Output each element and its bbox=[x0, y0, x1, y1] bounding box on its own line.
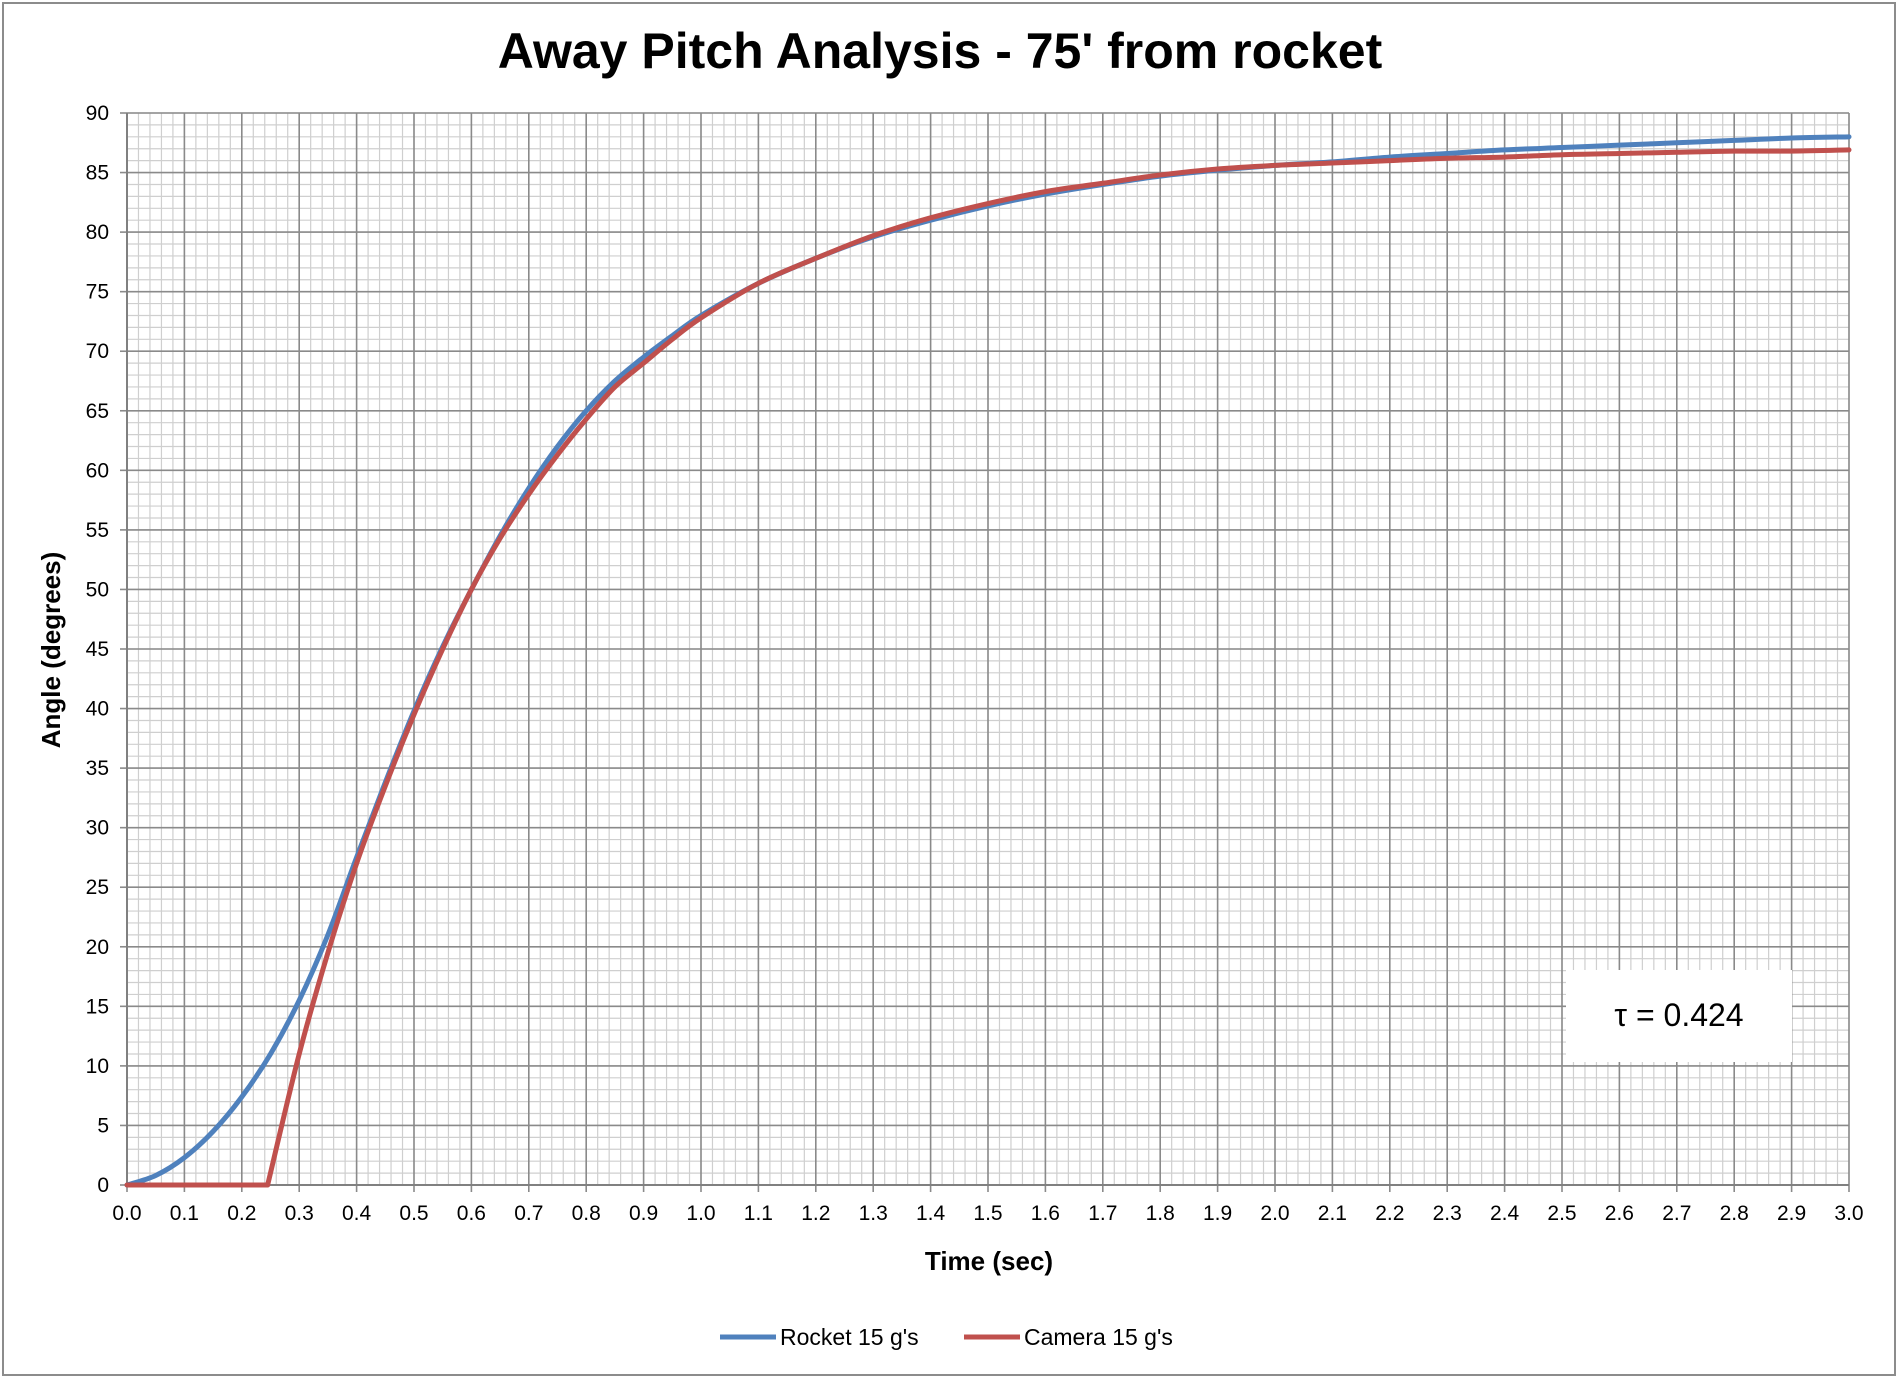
y-tick-label: 85 bbox=[86, 162, 109, 185]
y-tick-label: 10 bbox=[86, 1055, 109, 1078]
annotation-text: τ = 0.424 bbox=[1614, 997, 1743, 1033]
y-tick-label: 75 bbox=[86, 281, 109, 304]
y-tick-label: 25 bbox=[86, 876, 109, 899]
y-tick-label: 20 bbox=[86, 936, 109, 959]
x-tick-label: 2.6 bbox=[1605, 1202, 1634, 1225]
legend-item-rocket: Rocket 15 g's bbox=[720, 1324, 919, 1350]
x-tick-label: 0.5 bbox=[399, 1202, 428, 1225]
y-tick-label: 30 bbox=[86, 817, 109, 840]
x-tick-label: 2.8 bbox=[1720, 1202, 1749, 1225]
x-tick-label: 0.7 bbox=[514, 1202, 543, 1225]
y-tick-label: 45 bbox=[86, 638, 109, 661]
y-tick-label: 70 bbox=[86, 340, 109, 363]
y-tick-label: 5 bbox=[97, 1114, 109, 1137]
legend-label-rocket: Rocket 15 g's bbox=[780, 1324, 919, 1350]
axes bbox=[126, 113, 1849, 1186]
x-tick-label: 2.9 bbox=[1777, 1202, 1806, 1225]
legend-label-camera: Camera 15 g's bbox=[1024, 1324, 1173, 1350]
x-tick-label: 1.8 bbox=[1146, 1202, 1175, 1225]
x-tick-label: 0.1 bbox=[170, 1202, 199, 1225]
y-tick-label: 55 bbox=[86, 519, 109, 542]
x-tick-labels: 0.0 0.1 0.2 0.3 0.4 0.5 0.6 0.7 0.8 0.9 1.0 1.1 1.2 1… bbox=[112, 1202, 1863, 1225]
x-tick-label: 2.5 bbox=[1547, 1202, 1576, 1225]
x-tick-label: 0.9 bbox=[629, 1202, 658, 1225]
x-tick-label: 1.7 bbox=[1088, 1202, 1117, 1225]
x-tick-label: 0.4 bbox=[342, 1202, 372, 1225]
tau-annotation: τ = 0.424 bbox=[1566, 970, 1792, 1062]
y-tick-labels: 0 5 10 15 20 25 30 35 40 45 50 55 60 65 70 75 80 85 90 bbox=[86, 102, 109, 1197]
x-tick-label: 0.8 bbox=[572, 1202, 601, 1225]
y-tick-label: 65 bbox=[86, 400, 109, 423]
y-tick-label: 0 bbox=[97, 1174, 109, 1197]
series-lines bbox=[124, 134, 1852, 1188]
x-tick-label: 1.4 bbox=[916, 1202, 946, 1225]
annotation-box bbox=[1566, 970, 1792, 1062]
x-tick-label: 1.1 bbox=[744, 1202, 773, 1225]
x-tick-label: 2.0 bbox=[1260, 1202, 1289, 1225]
x-tick-label: 0.3 bbox=[285, 1202, 314, 1225]
x-tick-label: 2.2 bbox=[1375, 1202, 1404, 1225]
x-axis-title: Time (sec) bbox=[925, 1246, 1053, 1276]
x-tick-label: 2.7 bbox=[1662, 1202, 1691, 1225]
legend: Rocket 15 g's Camera 15 g's bbox=[720, 1324, 1173, 1350]
y-tick-label: 50 bbox=[86, 578, 109, 601]
camera-series-line bbox=[124, 147, 1852, 1188]
chart-title: Away Pitch Analysis - 75' from rocket bbox=[498, 23, 1383, 79]
y-tick-label: 35 bbox=[86, 757, 109, 780]
y-tick-label: 60 bbox=[86, 459, 109, 482]
x-tick-label: 0.2 bbox=[227, 1202, 256, 1225]
x-tick-label: 0.6 bbox=[457, 1202, 486, 1225]
y-tick-label: 40 bbox=[86, 698, 109, 721]
x-tick-label: 1.9 bbox=[1203, 1202, 1232, 1225]
y-tick-label: 80 bbox=[86, 221, 109, 244]
major-gridlines bbox=[120, 112, 1850, 1192]
y-axis-title: Angle (degrees) bbox=[36, 552, 66, 749]
y-tick-label: 90 bbox=[86, 102, 109, 125]
x-tick-label: 1.6 bbox=[1031, 1202, 1060, 1225]
x-tick-label: 2.1 bbox=[1318, 1202, 1347, 1225]
x-tick-label: 1.0 bbox=[686, 1202, 715, 1225]
x-tick-label: 3.0 bbox=[1834, 1202, 1863, 1225]
x-tick-label: 1.3 bbox=[859, 1202, 888, 1225]
x-tick-label: 0.0 bbox=[112, 1202, 141, 1225]
x-tick-label: 1.2 bbox=[801, 1202, 830, 1225]
legend-item-camera: Camera 15 g's bbox=[964, 1324, 1173, 1350]
x-tick-label: 2.3 bbox=[1433, 1202, 1462, 1225]
x-tick-label: 2.4 bbox=[1490, 1202, 1520, 1225]
x-tick-label: 1.5 bbox=[973, 1202, 1002, 1225]
y-tick-label: 15 bbox=[86, 995, 109, 1018]
